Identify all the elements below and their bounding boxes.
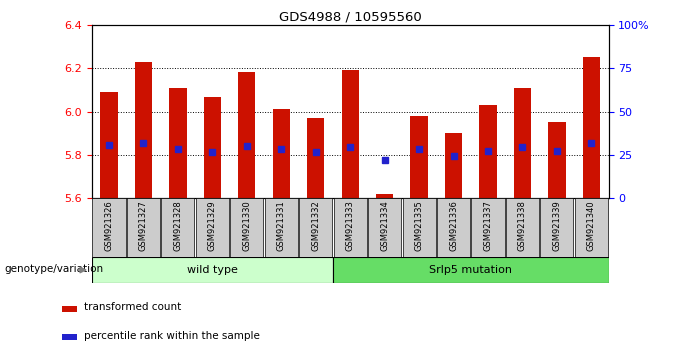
Text: GSM921334: GSM921334	[380, 200, 389, 251]
Text: GSM921333: GSM921333	[345, 200, 355, 251]
Text: GSM921338: GSM921338	[518, 200, 527, 251]
Bar	[169, 88, 186, 198]
Text: wild type: wild type	[187, 265, 238, 275]
Bar	[299, 198, 333, 257]
Text: GSM921328: GSM921328	[173, 200, 182, 251]
Bar	[92, 257, 333, 283]
Bar	[265, 198, 298, 257]
Bar	[479, 105, 496, 198]
Bar	[445, 133, 462, 198]
Bar	[334, 198, 367, 257]
Text: genotype/variation: genotype/variation	[5, 264, 104, 274]
Text: GSM921329: GSM921329	[208, 200, 217, 251]
Text: GSM921331: GSM921331	[277, 200, 286, 251]
Bar	[307, 118, 324, 198]
Bar	[575, 198, 608, 257]
Bar	[333, 257, 609, 283]
Text: GSM921340: GSM921340	[587, 200, 596, 251]
Bar	[92, 198, 126, 257]
Text: GSM921336: GSM921336	[449, 200, 458, 251]
Text: Srlp5 mutation: Srlp5 mutation	[429, 265, 512, 275]
Bar	[204, 97, 221, 198]
Bar	[471, 198, 505, 257]
Text: percentile rank within the sample: percentile rank within the sample	[84, 331, 260, 341]
Bar	[341, 70, 359, 198]
Text: GSM921326: GSM921326	[105, 200, 114, 251]
Bar	[62, 334, 76, 340]
Bar	[135, 62, 152, 198]
Bar	[411, 116, 428, 198]
Bar	[437, 198, 470, 257]
Bar	[541, 198, 573, 257]
Bar	[101, 92, 118, 198]
Bar	[196, 198, 229, 257]
Text: GSM921335: GSM921335	[415, 200, 424, 251]
Text: GSM921330: GSM921330	[242, 200, 252, 251]
Text: GSM921337: GSM921337	[483, 200, 492, 251]
Bar	[548, 122, 566, 198]
Title: GDS4988 / 10595560: GDS4988 / 10595560	[279, 11, 422, 24]
Bar	[238, 73, 256, 198]
Bar	[583, 57, 600, 198]
Bar	[161, 198, 194, 257]
Bar	[403, 198, 436, 257]
Bar	[368, 198, 401, 257]
Bar	[231, 198, 263, 257]
Text: transformed count: transformed count	[84, 302, 182, 312]
Bar	[514, 88, 531, 198]
Bar	[376, 194, 393, 198]
Bar	[127, 198, 160, 257]
Bar	[506, 198, 539, 257]
Text: GSM921339: GSM921339	[552, 200, 562, 251]
Text: GSM921332: GSM921332	[311, 200, 320, 251]
Text: GSM921327: GSM921327	[139, 200, 148, 251]
Bar	[62, 306, 76, 312]
Bar	[273, 109, 290, 198]
